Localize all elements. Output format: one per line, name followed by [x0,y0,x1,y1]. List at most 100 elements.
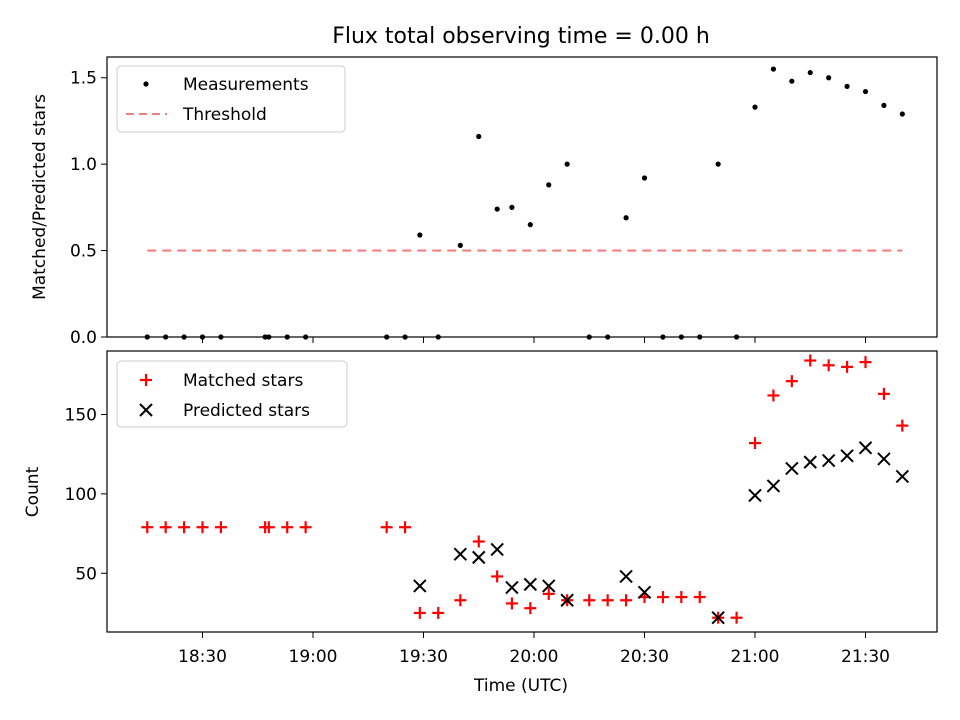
x-tick-label: 19:00 [289,647,338,667]
measurement-point [789,78,795,84]
measurement-point [564,161,570,167]
matched-star-point [413,606,426,619]
measurement-point [199,334,206,340]
bottom-axes-frame [106,350,938,633]
measurement-point [457,242,463,248]
chart-title: Flux total observing time = 0.00 h [332,24,710,49]
matched-star-point [214,521,227,534]
measurement-point [660,334,666,340]
matched-star-point [859,356,872,369]
legend-measurements-label: Measurements [183,75,309,95]
matched-star-point [804,354,817,367]
bottom-x-ticks: 18:30 19:00 19:30 20:00 20:30 21:00 21:30 [178,632,890,667]
legend-predicted-marker [139,403,153,417]
measurement-point [435,334,441,340]
predicted-star-point [505,580,519,595]
legend-matched-label: Matched stars [183,371,303,391]
measurement-point [181,334,187,340]
measurement-point [417,232,423,238]
matched-star-point [896,419,909,432]
top-panel: 0.0 0.5 1.0 1.5 Matched/Predicted stars Mea… [30,56,938,348]
measurement-point [605,334,611,340]
matched-star-point [583,594,596,607]
measurement-point [697,334,703,340]
measurement-point [881,102,887,108]
matched-star-point [472,535,485,548]
measurement-point [527,222,533,228]
top-y-axis-label: Matched/Predicted stars [30,94,50,300]
measurement-point [476,133,482,140]
matched-star-point [281,521,294,534]
top-axes-frame [106,56,938,338]
matched-star-point [620,594,633,607]
x-tick-label: 20:30 [620,647,669,667]
matched-star-point [730,611,743,624]
measurement-point [494,206,500,212]
matched-star-point [505,597,518,610]
predicted-star-point [858,441,873,455]
predicted-star-point [785,461,799,476]
measurement-point [284,334,290,340]
y-tick-label: 50 [75,564,97,584]
matched-star-point [524,602,537,615]
x-axis-label: Time (UTC) [473,676,568,696]
matched-star-point [656,591,669,604]
measurement-point [733,334,740,340]
measurement-point [899,111,905,117]
predicted-star-point [523,577,538,592]
y-tick-label: 1.5 [70,69,97,89]
x-tick-label: 19:30 [399,647,448,667]
predicted-star-point [637,585,652,600]
matched-star-point [399,521,412,534]
bottom-panel: 50 100 150 18:30 19:00 19:30 20:00 20:30 21:00 2… [23,350,938,696]
measurement-point [509,204,515,210]
predicted-star-point [453,547,468,561]
bottom-y-ticks: 50 100 150 [65,406,107,584]
predicted-star-point [490,542,504,557]
matched-star-point [262,521,275,534]
predicted-star-point [766,479,781,493]
predicted-star-point [877,452,891,466]
matched-star-point [601,594,614,607]
matched-star-point [749,437,761,450]
legend-measurements-marker [143,81,149,87]
bottom-legend: Matched stars Predicted stars [116,360,348,428]
predicted-star-point [413,579,427,593]
measurement-point [384,334,390,340]
predicted-star-point [542,579,556,593]
measurement-point [623,215,629,221]
measurement-point [826,75,832,81]
measurement-point [144,334,150,340]
matched-star-point [299,521,312,534]
matched-star-point [693,591,706,604]
measurement-point [262,334,268,340]
measurement-point [678,334,684,340]
top-legend-box [116,65,346,133]
x-tick-label: 18:30 [178,647,227,667]
y-tick-label: 1.0 [70,155,97,175]
measurement-point [641,175,648,181]
legend-matched-marker [140,374,152,386]
matched-star-point [432,606,445,619]
measurement-point [844,83,850,89]
matched-star-point [380,521,393,534]
matched-star-point [767,389,780,402]
predicted-star-point [840,449,854,463]
y-tick-label: 100 [65,485,97,505]
top-legend: Measurements Threshold [116,65,346,133]
matched-star-point [141,521,154,534]
predicted-star-point [821,453,836,468]
matched-star-point [822,359,835,372]
x-tick-label: 21:30 [841,647,890,667]
predicted-star-point [803,455,817,469]
matched-star-point [785,375,798,388]
predicted-star-point [619,569,633,584]
y-tick-label: 0.0 [70,328,97,348]
y-tick-label: 0.5 [70,242,97,262]
predicted-star-point [711,611,725,625]
legend-predicted-label: Predicted stars [183,401,310,421]
measurement-point [752,104,758,110]
y-tick-label: 150 [65,406,97,426]
top-x-ticks [202,337,866,343]
matched-star-point [196,521,209,534]
